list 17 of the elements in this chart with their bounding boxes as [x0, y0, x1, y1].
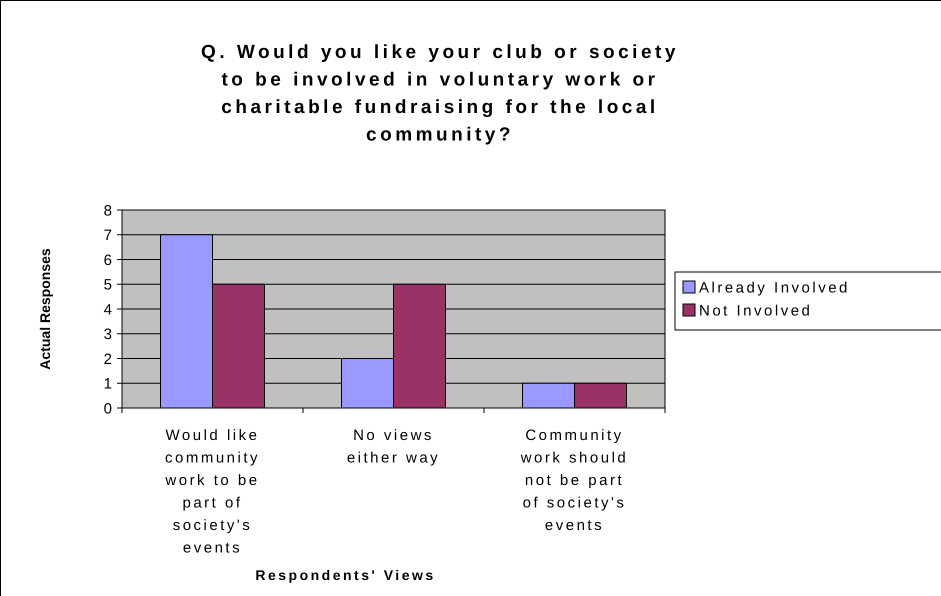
y-tick-label: 7	[104, 227, 112, 244]
x-tick-label: Community work should not be part of society's events	[520, 427, 628, 534]
legend-label: Already Involved	[699, 279, 850, 296]
y-tick-label: 8	[104, 202, 112, 220]
y-tick-label: 2	[104, 350, 112, 368]
y-tick-label: 1	[104, 376, 112, 392]
legend-label: Not Involved	[699, 302, 812, 320]
y-tick-label: 6	[104, 252, 112, 269]
y-axis-title: Actual Responses	[37, 248, 53, 370]
y-tick-label: 4	[104, 301, 112, 318]
x-axis-title: Respondents' Views	[255, 567, 436, 583]
x-tick-label: No views either way	[346, 427, 440, 466]
y-tick-label: 5	[104, 276, 112, 294]
y-tick-label: 3	[104, 326, 112, 343]
chart-title: Q. Would you like your club or society to be involved in voluntary work or charitable fundraising for the local community?	[201, 42, 679, 146]
y-tick-label: 0	[104, 400, 112, 418]
x-tick-label: Would like community work to be part of society's events	[164, 427, 260, 556]
